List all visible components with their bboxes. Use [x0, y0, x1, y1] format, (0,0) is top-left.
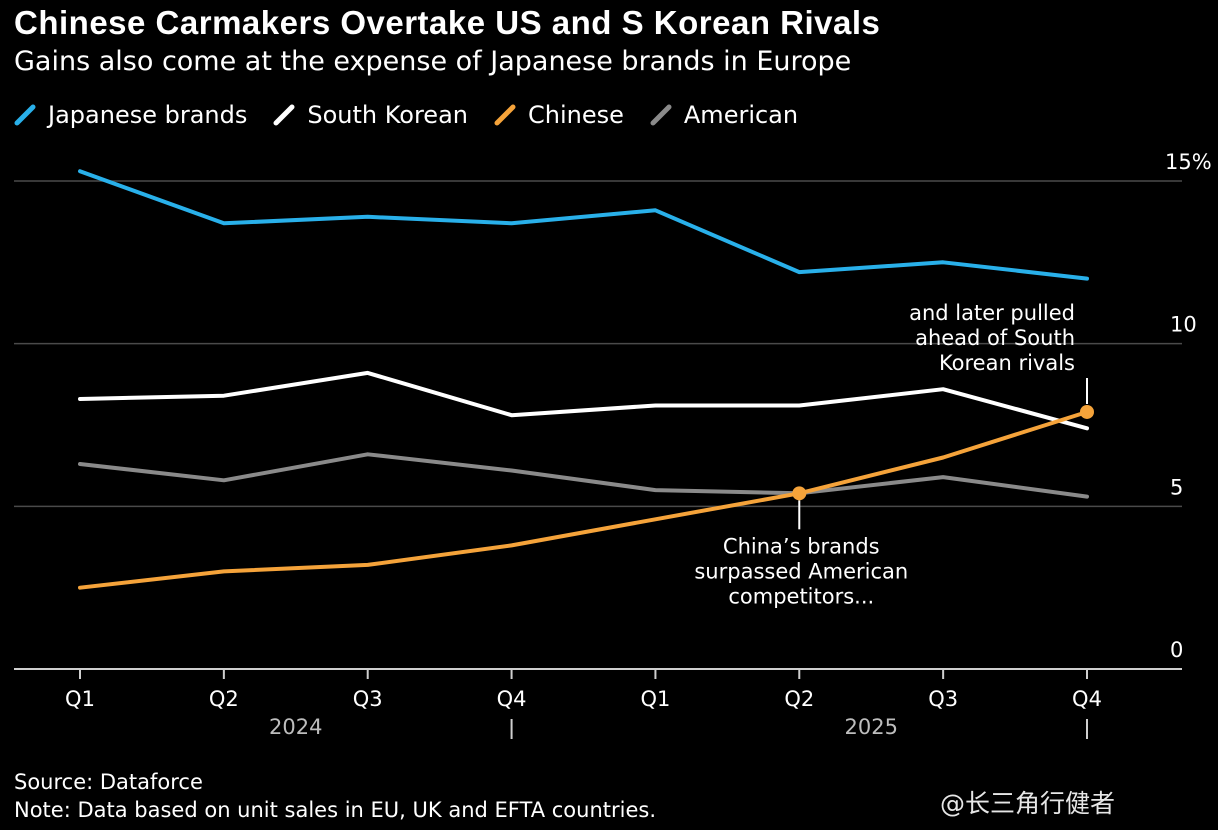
y-tick-label: 10: [1170, 313, 1197, 337]
legend-label-south-korean: South Korean: [307, 101, 468, 129]
x-tick-label: Q3: [928, 687, 958, 711]
x-tick-label: Q3: [353, 687, 383, 711]
legend-item-chinese: Chinese: [494, 101, 624, 129]
chart-title: Chinese Carmakers Overtake US and S Kore…: [14, 4, 881, 41]
legend-label-american: American: [683, 101, 799, 129]
x-tick-label: Q4: [497, 687, 527, 711]
legend-item-american: American: [650, 101, 798, 129]
chart-legend: Japanese brands South Korean Chinese Ame…: [14, 101, 824, 129]
source-note: Source: Dataforce: [14, 770, 203, 794]
annotation-text: surpassed American: [694, 559, 908, 583]
annotation-marker: [1080, 404, 1094, 419]
x-tick-label: Q2: [209, 687, 239, 711]
legend-swatch-american-icon: [650, 104, 672, 126]
y-tick-label: 15%: [1165, 150, 1212, 174]
legend-label-japanese: Japanese brands: [48, 101, 248, 129]
annotation-text: and later pulled: [909, 301, 1075, 325]
data-note: Note: Data based on unit sales in EU, UK…: [14, 798, 656, 822]
annotation-text: ahead of South: [915, 326, 1075, 350]
x-tick-label: Q4: [1072, 687, 1102, 711]
legend-swatch-japanese-icon: [14, 104, 36, 126]
legend-swatch-south-korean-icon: [273, 104, 295, 126]
year-label: 2025: [844, 715, 897, 739]
series-line-south-korean: [78, 370, 1089, 431]
year-label: 2024: [269, 715, 322, 739]
annotation-text: competitors...: [728, 584, 874, 608]
series-line-american: [78, 452, 1089, 499]
y-tick-label: 5: [1170, 475, 1183, 499]
legend-item-south-korean: South Korean: [273, 101, 468, 129]
legend-swatch-chinese-icon: [494, 104, 516, 126]
series-line-chinese: [78, 410, 1089, 590]
legend-item-japanese: Japanese brands: [14, 101, 247, 129]
watermark: @长三角行健者: [940, 789, 1116, 818]
x-tick-label: Q1: [640, 687, 670, 711]
series-line-japanese-brands: [78, 169, 1089, 281]
y-tick-label: 0: [1170, 638, 1183, 662]
legend-label-chinese: Chinese: [528, 101, 624, 129]
chart-subtitle: Gains also come at the expense of Japane…: [14, 46, 852, 77]
x-tick-label: Q1: [65, 687, 95, 711]
annotation-text: Korean rivals: [939, 351, 1075, 375]
x-tick-label: Q2: [784, 687, 814, 711]
annotation-marker: [792, 486, 807, 501]
annotation-text: China’s brands: [723, 534, 880, 558]
